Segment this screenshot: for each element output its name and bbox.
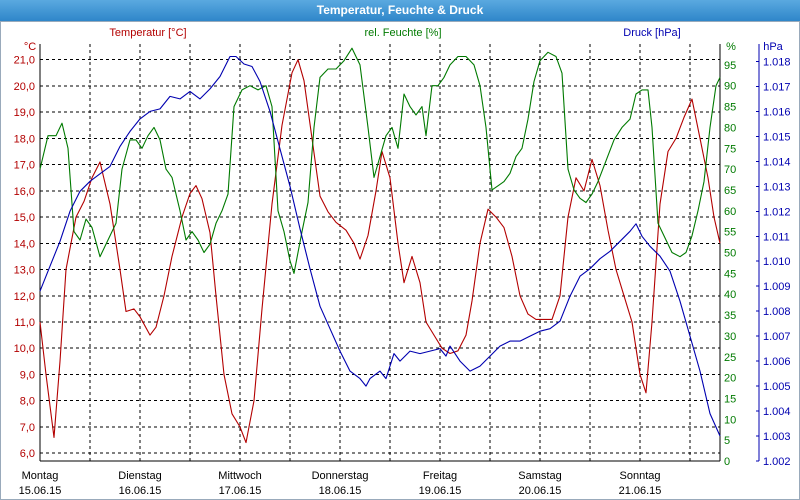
humidity-tick-label: 90 [724,81,736,93]
x-tick-date-label: 20.06.15 [519,485,562,497]
humidity-series-line [39,47,721,274]
temperature-tick-label: 15,0 [14,212,35,224]
temperature-tick-label: 7,0 [20,422,35,434]
pressure-unit-label: hPa [763,41,783,53]
temperature-tick-label: 18,0 [14,133,35,145]
humidity-tick-label: 5 [724,435,730,447]
temperature-tick-label: 16,0 [14,186,35,198]
pressure-tick-label: 1.004 [763,406,791,418]
pressure-tick-label: 1.018 [763,56,791,68]
pressure-tick-label: 1.010 [763,256,791,268]
x-tick-day-label: Freitag [423,470,457,482]
temperature-tick-label: 21,0 [14,55,35,67]
temperature-unit-label: °C [24,41,36,53]
temperature-tick-label: 10,0 [14,343,35,355]
humidity-tick-label: 35 [724,310,736,322]
x-tick-date-label: 16.06.15 [119,485,162,497]
pressure-tick-label: 1.006 [763,356,791,368]
humidity-tick-label: 60 [724,206,736,218]
temperature-tick-label: 13,0 [14,265,35,277]
temperature-tick-label: 19,0 [14,107,35,119]
temperature-axis-label: Temperatur [°C] [109,27,186,39]
pressure-tick-label: 1.017 [763,81,791,93]
humidity-tick-label: 65 [724,185,736,197]
humidity-axis-label: rel. Feuchte [%] [364,27,441,39]
x-tick-day-label: Montag [22,470,59,482]
x-tick-date-label: 18.06.15 [319,485,362,497]
humidity-tick-label: 30 [724,331,736,343]
humidity-tick-label: 85 [724,102,736,114]
pressure-tick-label: 1.003 [763,431,791,443]
humidity-tick-label: 0 [724,456,730,468]
chart-series [39,47,721,444]
temperature-tick-label: 8,0 [20,396,35,408]
window-title: Temperatur, Feuchte & Druck [316,3,484,17]
x-tick-day-label: Sonntag [620,470,661,482]
humidity-tick-label: 15 [724,393,736,405]
humidity-tick-label: 50 [724,248,736,260]
humidity-tick-label: 70 [724,164,736,176]
temperature-tick-label: 20,0 [14,81,35,93]
humidity-tick-label: 25 [724,352,736,364]
pressure-tick-label: 1.007 [763,331,791,343]
x-tick-day-label: Donnerstag [312,470,369,482]
pressure-tick-label: 1.016 [763,106,791,118]
humidity-tick-label: 55 [724,227,736,239]
humidity-tick-label: 75 [724,143,736,155]
x-tick-date-label: 19.06.15 [419,485,462,497]
pressure-tick-label: 1.015 [763,131,791,143]
pressure-tick-label: 1.012 [763,206,791,218]
humidity-tick-label: 40 [724,289,736,301]
temperature-tick-label: 6,0 [20,448,35,460]
humidity-unit-label: % [726,41,736,53]
x-tick-date-label: 21.06.15 [619,485,662,497]
humidity-tick-label: 80 [724,122,736,134]
x-tick-date-label: 17.06.15 [219,485,262,497]
temperature-tick-label: 12,0 [14,291,35,303]
x-tick-day-label: Samstag [518,470,561,482]
x-tick-day-label: Dienstag [118,470,161,482]
pressure-axis-label: Druck [hPa] [623,27,680,39]
x-tick-date-label: 15.06.15 [19,485,62,497]
pressure-tick-label: 1.014 [763,156,791,168]
pressure-tick-label: 1.011 [763,231,790,243]
temperature-tick-label: 14,0 [14,238,35,250]
pressure-tick-label: 1.008 [763,306,791,318]
temperature-tick-label: 17,0 [14,160,35,172]
humidity-tick-label: 95 [724,60,736,72]
pressure-series-line [39,55,721,437]
humidity-tick-label: 45 [724,268,736,280]
humidity-tick-label: 20 [724,373,736,385]
humidity-tick-label: 10 [724,414,736,426]
pressure-tick-label: 1.009 [763,281,791,293]
pressure-tick-label: 1.013 [763,181,791,193]
chart-axes: 6,0 7,0 8,0 9,0 10,0 11,0 12,0 13,0 14,0 15,0 16,0… [14,44,791,497]
pressure-tick-label: 1.005 [763,381,791,393]
temperature-tick-label: 9,0 [20,369,35,381]
x-tick-day-label: Mittwoch [218,470,261,482]
chart-grid [39,44,720,461]
pressure-tick-label: 1.002 [763,456,791,468]
temperature-tick-label: 11,0 [14,317,35,329]
